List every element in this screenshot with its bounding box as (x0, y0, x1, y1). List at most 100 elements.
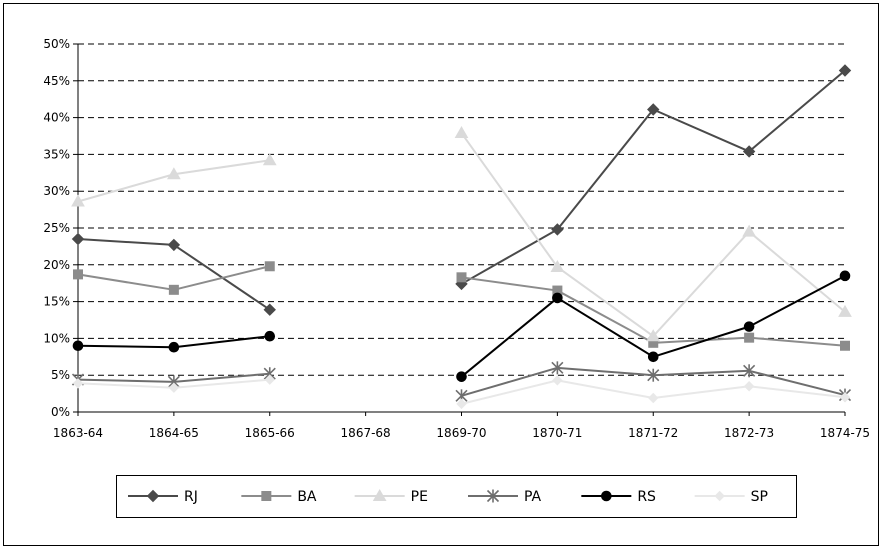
marker-shape (744, 332, 755, 343)
marker-shape (742, 145, 756, 158)
legend-marker (372, 488, 387, 501)
marker-shape (838, 64, 852, 77)
data-point (263, 303, 276, 316)
data-point (168, 284, 179, 295)
marker-shape (168, 382, 180, 393)
data-point (647, 351, 659, 363)
marker-shape (72, 340, 84, 352)
x-tick-label: 1869-70 (436, 426, 486, 440)
marker-shape (263, 303, 276, 316)
series-pe (71, 126, 852, 342)
marker-shape (146, 489, 160, 503)
data-point (838, 64, 852, 77)
y-tick-label: 45% (43, 74, 70, 88)
y-tick-label: 35% (43, 147, 70, 161)
marker-shape (264, 374, 275, 385)
marker-shape (71, 194, 85, 207)
x-tick-label: 1872-73 (724, 426, 774, 440)
marker-shape (456, 272, 467, 283)
marker-shape (456, 371, 467, 382)
data-point (454, 126, 469, 139)
data-point (551, 361, 564, 375)
data-point (168, 341, 180, 353)
marker-shape (714, 490, 725, 502)
marker-shape (71, 232, 85, 246)
series-rj (71, 64, 852, 316)
y-tick-label: 40% (43, 111, 70, 125)
marker-shape (552, 375, 563, 386)
marker-shape (261, 491, 272, 501)
legend-item-sp: SP (694, 489, 768, 505)
x-tick-label: 1867-68 (341, 426, 391, 440)
data-point (839, 270, 851, 282)
data-point (264, 261, 275, 272)
y-tick-label: 10% (43, 331, 70, 345)
marker-shape (647, 351, 659, 363)
marker-shape (73, 269, 83, 280)
data-point (742, 224, 756, 237)
marker-shape (454, 126, 469, 139)
marker-shape (167, 167, 181, 180)
legend-marker (146, 489, 160, 503)
axes: 0% 5% 10% 15% 20% 25% 30% 35% 40% 45% 50% 1863-64 18… (43, 37, 870, 440)
data-point (456, 371, 467, 382)
data-point (550, 260, 565, 273)
legend-label: PA (524, 489, 542, 505)
y-tick-label: 5% (51, 368, 70, 382)
x-tick-label: 1874-75 (820, 426, 870, 440)
data-point (838, 304, 852, 317)
data-point (552, 375, 563, 386)
y-tick-label: 0% (51, 405, 70, 419)
x-tick-label: 1865-66 (245, 426, 295, 440)
legend-label: SP (751, 489, 768, 505)
y-tick-label: 50% (43, 37, 70, 51)
legend-marker (714, 490, 725, 502)
y-tick-label: 30% (43, 184, 70, 198)
x-tick-label: 1863-64 (53, 426, 103, 440)
data-point (646, 329, 661, 342)
data-point (456, 272, 467, 283)
legend-item-ba: BA (241, 489, 317, 505)
series-ba (73, 261, 850, 351)
marker-shape (840, 340, 850, 351)
marker-shape (372, 488, 387, 501)
data-point (72, 340, 84, 352)
data-point (262, 153, 277, 166)
legend-marker (261, 491, 272, 501)
marker-shape (168, 284, 179, 295)
marker-shape (456, 398, 467, 410)
marker-shape (646, 329, 661, 342)
y-tick-label: 25% (43, 221, 70, 235)
x-tick-label: 1870-71 (532, 426, 582, 440)
marker-shape (839, 392, 851, 403)
data-point (167, 167, 181, 180)
marker-shape (552, 292, 563, 304)
legend-box (116, 475, 797, 518)
data-point (744, 332, 755, 343)
data-point (839, 392, 851, 403)
marker-shape (743, 381, 755, 392)
data-point (71, 194, 85, 207)
data-point (71, 232, 85, 246)
series-rs (72, 270, 851, 382)
legend-marker (486, 489, 500, 503)
legend-item-rs: RS (581, 489, 656, 505)
legend-item-pa: PA (468, 489, 542, 505)
marker-shape (168, 341, 180, 353)
marker-shape (647, 103, 660, 116)
marker-shape (648, 392, 659, 404)
data-point (167, 238, 181, 252)
legend-label: PE (411, 489, 428, 505)
marker-shape (167, 238, 181, 252)
legend-label: RJ (184, 489, 198, 505)
y-tick-label: 15% (43, 295, 70, 309)
marker-shape (264, 330, 276, 342)
marker-shape (551, 223, 564, 236)
data-point (73, 269, 83, 280)
x-tick-label: 1864-65 (149, 426, 199, 440)
series-lines (71, 64, 852, 410)
marker-shape (742, 224, 756, 237)
marker-shape (838, 304, 852, 317)
